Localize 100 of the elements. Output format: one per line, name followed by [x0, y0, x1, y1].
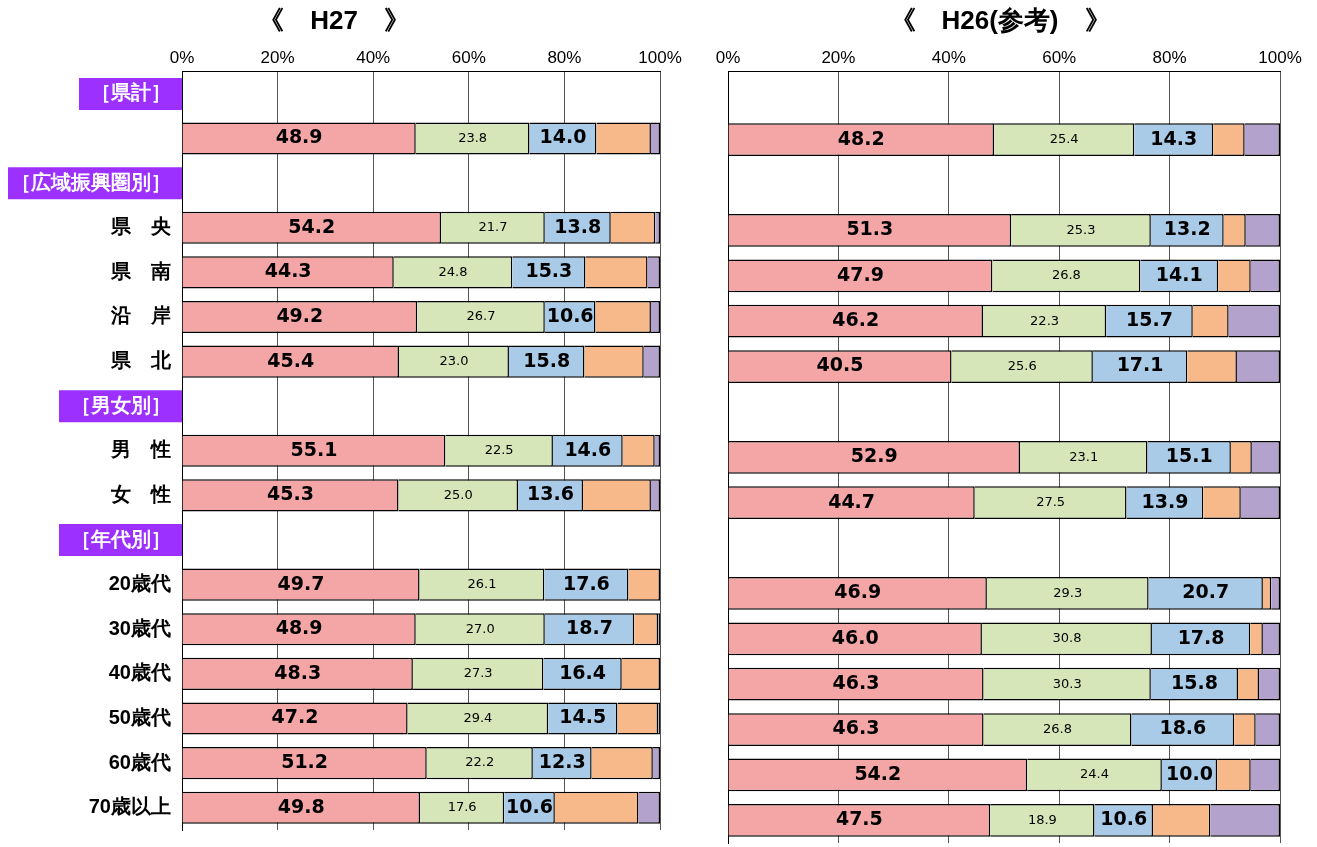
- x-tick-label: 80%: [1152, 48, 1187, 68]
- data-label: 15.8: [523, 348, 571, 371]
- data-label: 30.8: [1052, 630, 1082, 646]
- data-label: 51.3: [846, 217, 894, 240]
- data-label: 30.3: [1052, 675, 1082, 691]
- data-label: 14.6: [564, 437, 612, 460]
- data-label: 22.2: [465, 754, 495, 770]
- data-label: 20.7: [1182, 580, 1230, 603]
- y-tick-label: 県 北: [110, 349, 172, 372]
- chart-title: 《 H26(参考) 》: [889, 4, 1111, 35]
- data-label: 27.3: [463, 665, 493, 681]
- data-label: 23.1: [1069, 448, 1099, 464]
- data-label: 48.2: [837, 126, 885, 149]
- data-label: 18.7: [566, 616, 613, 639]
- data-label: 46.3: [832, 671, 880, 694]
- y-tick-label: 女 性: [110, 482, 171, 505]
- data-label: 12.3: [538, 750, 586, 773]
- data-label: 22.5: [484, 442, 514, 458]
- data-label: 46.0: [831, 625, 879, 648]
- data-label: 25.4: [1049, 131, 1079, 147]
- data-label: 48.9: [275, 125, 323, 148]
- y-tick-label: ［男女別］: [71, 393, 171, 416]
- data-label: 45.3: [267, 482, 314, 505]
- data-label: 10.6: [546, 303, 594, 326]
- x-tick-label: 40%: [931, 48, 966, 68]
- data-label: 14.5: [559, 705, 607, 728]
- data-label: 49.8: [277, 794, 325, 817]
- x-tick-label: 60%: [451, 48, 486, 68]
- data-label: 47.2: [271, 705, 319, 728]
- chart-title: 《 H27 》: [258, 4, 410, 35]
- data-label: 14.3: [1150, 126, 1198, 149]
- data-label: 54.2: [288, 214, 336, 237]
- x-tick-label: 20%: [260, 48, 295, 68]
- data-label: 13.2: [1163, 217, 1211, 240]
- data-label: 10.0: [1166, 761, 1213, 784]
- data-label: 25.3: [1066, 221, 1096, 237]
- x-tick-label: 80%: [547, 48, 582, 68]
- data-label: 26.8: [1043, 720, 1073, 736]
- y-tick-label: 60歳代: [108, 750, 171, 773]
- data-label: 44.3: [264, 259, 312, 282]
- data-label: 14.0: [539, 125, 587, 148]
- data-label: 17.8: [1177, 625, 1225, 648]
- data-label: 10.6: [1100, 807, 1148, 830]
- data-label: 46.9: [834, 580, 882, 603]
- data-label: 13.6: [527, 482, 574, 505]
- y-tick-label: 50歳代: [108, 705, 171, 728]
- data-label: 15.7: [1126, 308, 1173, 331]
- data-label: 23.0: [439, 352, 469, 368]
- data-label: 24.8: [438, 263, 468, 279]
- y-tick-label: 県 南: [110, 259, 171, 282]
- data-label: 48.3: [274, 660, 322, 683]
- y-tick-label: 70歳以上: [88, 795, 171, 818]
- data-label: 25.6: [1007, 357, 1037, 373]
- data-label: 22.3: [1030, 312, 1060, 328]
- data-label: 51.2: [281, 750, 329, 773]
- data-label: 29.4: [463, 709, 493, 725]
- data-label: 46.2: [832, 308, 880, 331]
- data-label: 10.6: [506, 794, 553, 817]
- data-label: 55.1: [290, 437, 338, 460]
- y-tick-label: 20歳代: [108, 572, 171, 595]
- x-tick-label: 0%: [169, 48, 195, 68]
- y-tick-label: 沿 岸: [110, 304, 171, 327]
- data-label: 13.9: [1141, 489, 1189, 512]
- data-label: 48.9: [275, 616, 323, 639]
- x-tick-label: 100%: [1258, 48, 1302, 68]
- x-tick-label: 100%: [638, 48, 682, 68]
- x-tick-label: 20%: [821, 48, 856, 68]
- data-label: 52.9: [850, 444, 898, 467]
- data-label: 17.6: [562, 571, 610, 594]
- data-label: 13.8: [554, 214, 602, 237]
- data-label: 40.5: [816, 353, 864, 376]
- data-label: 23.8: [458, 129, 488, 145]
- data-label: 15.1: [1165, 444, 1213, 467]
- data-label: 15.8: [1170, 671, 1218, 694]
- data-label: 46.3: [832, 716, 880, 739]
- data-label: 49.7: [277, 571, 325, 594]
- data-label: 29.3: [1053, 584, 1083, 600]
- y-tick-label: ［県計］: [91, 81, 171, 104]
- data-label: 17.1: [1116, 353, 1164, 376]
- data-label: 54.2: [854, 761, 902, 784]
- data-label: 26.1: [467, 576, 497, 592]
- y-tick-label: ［広域振興圏別］: [11, 170, 171, 193]
- data-label: 44.7: [828, 489, 876, 512]
- data-label: 49.2: [276, 303, 324, 326]
- data-label: 26.8: [1051, 267, 1081, 283]
- data-label: 25.0: [443, 486, 473, 502]
- x-tick-label: 40%: [356, 48, 391, 68]
- x-tick-label: 0%: [715, 48, 741, 68]
- data-label: 26.7: [466, 308, 496, 324]
- data-label: 47.9: [837, 262, 884, 285]
- y-tick-label: 40歳代: [108, 661, 171, 684]
- data-label: 14.1: [1155, 262, 1203, 285]
- data-label: 17.6: [447, 799, 477, 815]
- x-tick-label: 60%: [1042, 48, 1077, 68]
- data-label: 15.3: [525, 259, 573, 282]
- data-label: 47.5: [835, 807, 883, 830]
- y-tick-label: 30歳代: [108, 616, 171, 639]
- data-label: 45.4: [267, 348, 315, 371]
- y-tick-label: 県 央: [110, 215, 172, 238]
- y-tick-label: 男 性: [110, 438, 171, 461]
